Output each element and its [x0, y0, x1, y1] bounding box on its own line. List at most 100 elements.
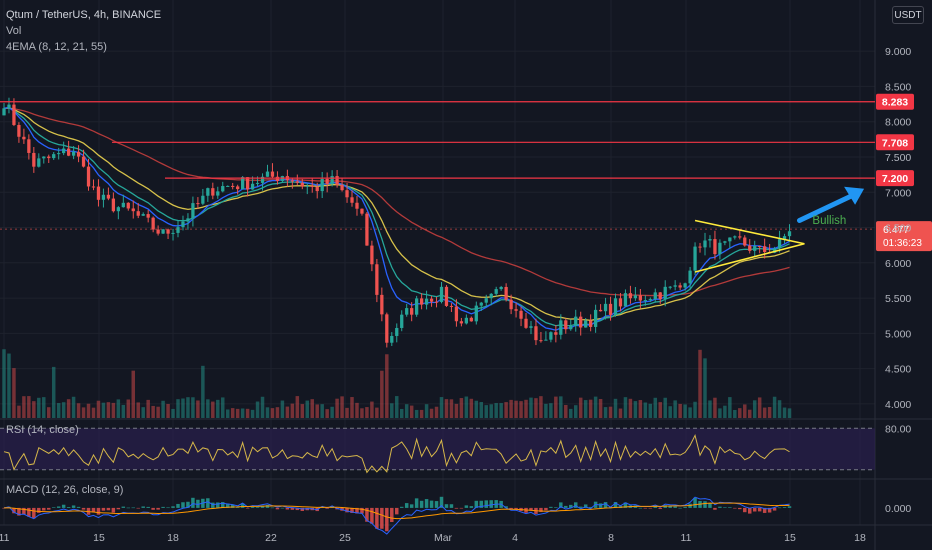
- candle-body: [47, 156, 51, 159]
- x-tick-label: 11: [0, 532, 10, 544]
- volume-bar: [554, 396, 558, 418]
- candle-body: [544, 339, 548, 341]
- x-tick-label: 11: [681, 532, 692, 544]
- volume-bar: [733, 409, 737, 418]
- volume-bar: [489, 404, 493, 418]
- candle-body: [549, 332, 553, 340]
- macd-histogram-bar: [101, 507, 106, 511]
- volume-indicator-label[interactable]: Vol: [6, 25, 22, 37]
- macd-histogram-bar: [250, 506, 255, 508]
- volume-bar: [176, 399, 180, 418]
- candle-body: [390, 335, 394, 343]
- candle-body: [678, 285, 682, 288]
- candle-body: [584, 320, 588, 328]
- macd-histogram-bar: [474, 500, 479, 508]
- rsi-line: [3, 433, 790, 474]
- volume-bar: [454, 403, 459, 418]
- candle-body: [489, 293, 493, 299]
- volume-bar: [385, 354, 389, 418]
- volume-bar: [444, 399, 449, 418]
- volume-bar: [757, 397, 762, 418]
- candle-body: [474, 305, 478, 322]
- macd-histogram-bar: [504, 506, 508, 508]
- candle-body: [569, 325, 573, 330]
- macd-histogram-bar: [76, 506, 81, 508]
- macd-histogram-bar: [290, 507, 295, 510]
- current-price-badge: [876, 221, 932, 252]
- volume-bar: [598, 398, 603, 418]
- volume-bar: [146, 399, 150, 418]
- y-tick-label: 8.500: [885, 81, 911, 93]
- rsi-label[interactable]: RSI (14, close): [6, 424, 79, 436]
- candle-body: [439, 286, 444, 302]
- volume-bar: [573, 405, 578, 418]
- macd-histogram-bar: [613, 501, 618, 508]
- volume-bar: [683, 404, 687, 418]
- volume-bar: [424, 404, 429, 418]
- candle-body: [201, 195, 205, 204]
- candle-body: [52, 154, 56, 159]
- volume-bar: [285, 406, 290, 418]
- volume-bar: [514, 400, 518, 418]
- resistance-price-label: 7.708: [882, 137, 908, 149]
- macd-histogram-bar: [529, 507, 533, 511]
- ema-line: [3, 106, 790, 331]
- volume-bar: [37, 397, 41, 418]
- volume-bar: [439, 397, 444, 418]
- volume-bar: [728, 397, 732, 418]
- candle-body: [464, 317, 468, 324]
- candle-body: [504, 286, 508, 300]
- volume-bar: [7, 353, 11, 418]
- candle-body: [385, 314, 389, 343]
- volume-bar: [121, 404, 126, 418]
- candle-body: [156, 229, 160, 234]
- macd-histogram-bar: [370, 507, 374, 524]
- macd-label[interactable]: MACD (12, 26, close, 9): [6, 484, 124, 496]
- macd-histogram-bar: [171, 506, 175, 508]
- macd-histogram-bar: [32, 507, 36, 519]
- volume-bar: [668, 406, 672, 418]
- candle-body: [628, 293, 633, 299]
- volume-bar: [171, 408, 175, 418]
- volume-bar: [628, 398, 633, 418]
- volume-bar: [643, 402, 648, 418]
- macd-histogram-bar: [583, 504, 588, 508]
- candle-body: [380, 294, 384, 315]
- volume-bar: [265, 407, 270, 418]
- macd-histogram-bar: [51, 507, 56, 508]
- candle-body: [265, 171, 270, 177]
- candle-body: [738, 236, 742, 238]
- ema-indicator-label[interactable]: 4EMA (8, 12, 21, 55): [6, 41, 107, 53]
- volume-bar: [434, 406, 439, 418]
- volume-bar: [101, 402, 106, 418]
- volume-bar: [723, 405, 727, 418]
- candle-body: [454, 306, 459, 322]
- candle-body: [688, 270, 692, 284]
- candle-body: [17, 124, 21, 137]
- candle-body: [176, 227, 180, 233]
- candle-body: [166, 229, 170, 234]
- volume-bar: [225, 409, 230, 418]
- macd-histogram-bar: [479, 500, 484, 508]
- x-tick-label: 25: [339, 532, 351, 544]
- candle-body: [126, 202, 130, 209]
- candle-body: [116, 207, 120, 212]
- candle-body: [340, 184, 344, 191]
- candle-body: [509, 299, 513, 310]
- macd-histogram-bar: [658, 507, 662, 509]
- candle-body: [395, 327, 399, 336]
- macd-histogram-bar: [747, 507, 752, 514]
- macd-histogram-bar: [723, 507, 727, 509]
- candle-body: [121, 202, 125, 208]
- currency-button[interactable]: USDT: [892, 6, 924, 24]
- candle-body: [275, 176, 280, 181]
- volume-bar: [340, 396, 344, 418]
- x-tick-label: 15: [784, 532, 796, 544]
- macd-histogram-bar: [151, 507, 155, 510]
- macd-histogram-bar: [544, 507, 548, 511]
- ema-line: [3, 107, 790, 327]
- x-tick-label: 15: [93, 532, 105, 544]
- volume-bar: [653, 397, 658, 418]
- volume-bar: [519, 401, 523, 418]
